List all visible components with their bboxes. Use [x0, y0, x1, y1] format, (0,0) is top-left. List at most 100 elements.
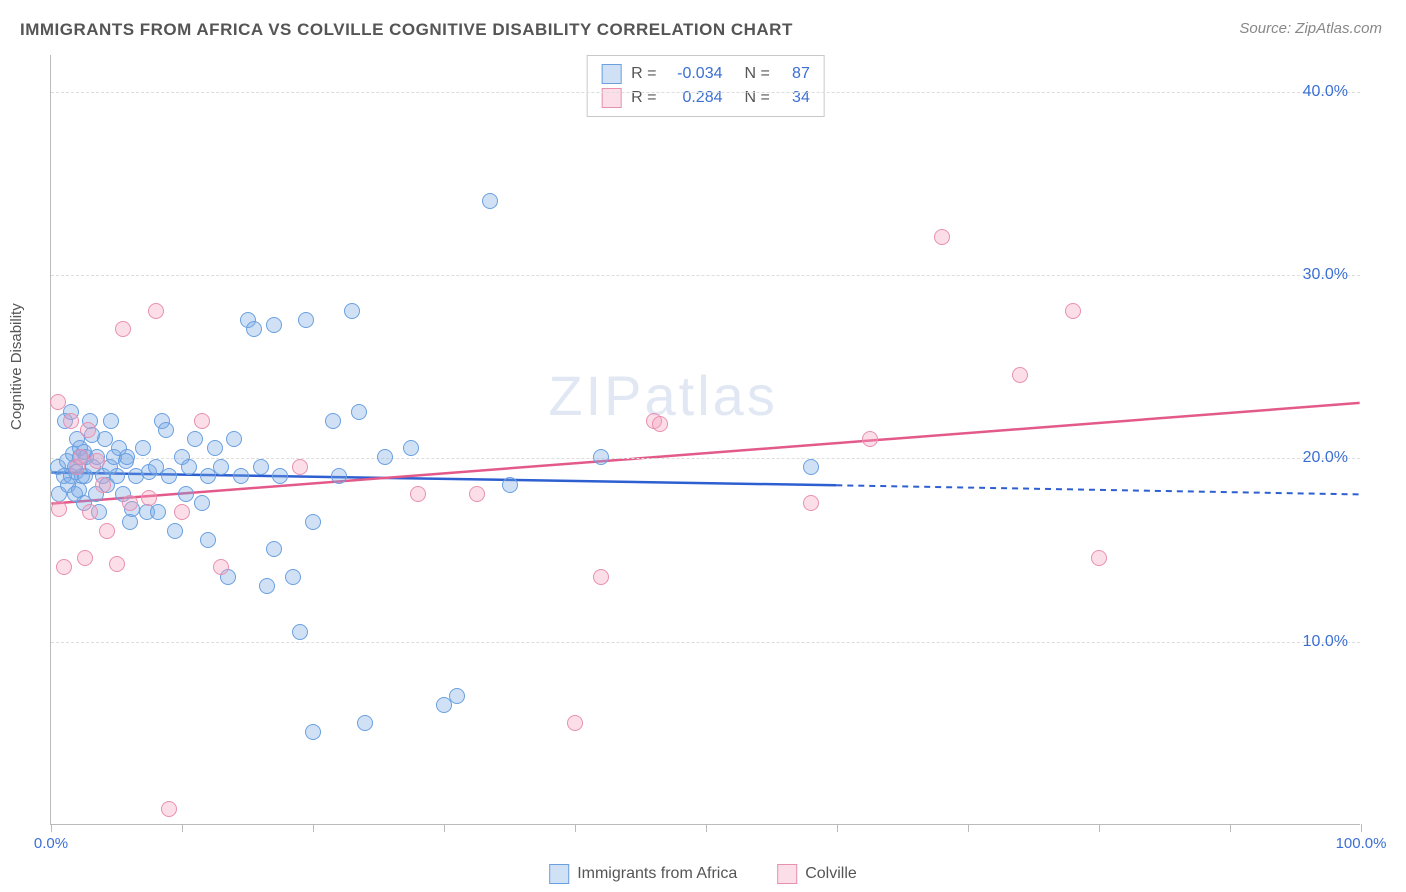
- data-point: [99, 523, 115, 539]
- x-tick: [706, 824, 707, 832]
- data-point: [325, 413, 341, 429]
- x-tick-label: 100.0%: [1336, 835, 1387, 852]
- data-point: [567, 715, 583, 731]
- source-attribution: Source: ZipAtlas.com: [1239, 20, 1382, 37]
- data-point: [272, 468, 288, 484]
- trend-lines: [51, 55, 1360, 824]
- legend-item: Colville: [777, 864, 857, 884]
- data-point: [89, 453, 105, 469]
- data-point: [187, 431, 203, 447]
- data-point: [77, 550, 93, 566]
- x-tick: [1230, 824, 1231, 832]
- data-point: [266, 317, 282, 333]
- data-point: [109, 556, 125, 572]
- data-point: [50, 394, 66, 410]
- data-point: [502, 477, 518, 493]
- data-point: [1012, 367, 1028, 383]
- data-point: [141, 490, 157, 506]
- data-point: [593, 449, 609, 465]
- data-point: [403, 440, 419, 456]
- data-point: [161, 801, 177, 817]
- data-point: [1065, 303, 1081, 319]
- data-point: [253, 459, 269, 475]
- data-point: [449, 688, 465, 704]
- data-point: [377, 449, 393, 465]
- data-point: [351, 404, 367, 420]
- data-point: [82, 504, 98, 520]
- data-point: [233, 468, 249, 484]
- data-point: [285, 569, 301, 585]
- data-point: [292, 624, 308, 640]
- n-value: 87: [780, 65, 810, 83]
- data-point: [803, 495, 819, 511]
- data-point: [167, 523, 183, 539]
- legend-row: R =-0.034N =87: [601, 62, 810, 86]
- data-point: [148, 303, 164, 319]
- legend-item: Immigrants from Africa: [549, 864, 737, 884]
- data-point: [259, 578, 275, 594]
- correlation-legend: R =-0.034N =87R =0.284N =34: [586, 55, 825, 117]
- legend-label: Colville: [805, 865, 857, 883]
- data-point: [122, 495, 138, 511]
- data-point: [51, 501, 67, 517]
- data-point: [150, 504, 166, 520]
- x-tick: [182, 824, 183, 832]
- data-point: [934, 229, 950, 245]
- data-point: [63, 413, 79, 429]
- data-point: [80, 422, 96, 438]
- chart-title: IMMIGRANTS FROM AFRICA VS COLVILLE COGNI…: [20, 20, 793, 40]
- data-point: [803, 459, 819, 475]
- data-point: [652, 416, 668, 432]
- data-point: [305, 724, 321, 740]
- legend-swatch: [777, 864, 797, 884]
- data-point: [331, 468, 347, 484]
- r-value: -0.034: [667, 65, 723, 83]
- data-point: [194, 495, 210, 511]
- data-point: [115, 321, 131, 337]
- data-point: [266, 541, 282, 557]
- data-point: [174, 504, 190, 520]
- data-point: [305, 514, 321, 530]
- x-tick: [51, 824, 52, 832]
- data-point: [292, 459, 308, 475]
- x-tick: [313, 824, 314, 832]
- data-point: [135, 440, 151, 456]
- data-point: [158, 422, 174, 438]
- y-tick-label: 20.0%: [1303, 449, 1348, 467]
- data-point: [469, 486, 485, 502]
- x-tick: [968, 824, 969, 832]
- data-point: [161, 468, 177, 484]
- x-tick: [444, 824, 445, 832]
- data-point: [95, 477, 111, 493]
- gridline: [51, 458, 1360, 459]
- y-tick-label: 30.0%: [1303, 266, 1348, 284]
- x-tick-label: 0.0%: [34, 835, 68, 852]
- data-point: [1091, 550, 1107, 566]
- x-tick: [837, 824, 838, 832]
- gridline: [51, 92, 1360, 93]
- r-label: R =: [631, 65, 656, 83]
- legend-label: Immigrants from Africa: [577, 865, 737, 883]
- data-point: [246, 321, 262, 337]
- data-point: [410, 486, 426, 502]
- data-point: [73, 449, 89, 465]
- legend-swatch: [601, 64, 621, 84]
- y-tick-label: 40.0%: [1303, 83, 1348, 101]
- data-point: [181, 459, 197, 475]
- data-point: [226, 431, 242, 447]
- data-point: [103, 413, 119, 429]
- data-point: [207, 440, 223, 456]
- data-point: [213, 459, 229, 475]
- y-axis-label: Cognitive Disability: [8, 303, 25, 430]
- data-point: [344, 303, 360, 319]
- legend-swatch: [549, 864, 569, 884]
- series-legend: Immigrants from Africa Colville: [549, 864, 857, 884]
- gridline: [51, 642, 1360, 643]
- data-point: [178, 486, 194, 502]
- data-point: [200, 532, 216, 548]
- data-point: [593, 569, 609, 585]
- scatter-plot: ZIPatlas R =-0.034N =87R =0.284N =34 10.…: [50, 55, 1360, 825]
- data-point: [357, 715, 373, 731]
- y-tick-label: 10.0%: [1303, 633, 1348, 651]
- x-tick: [575, 824, 576, 832]
